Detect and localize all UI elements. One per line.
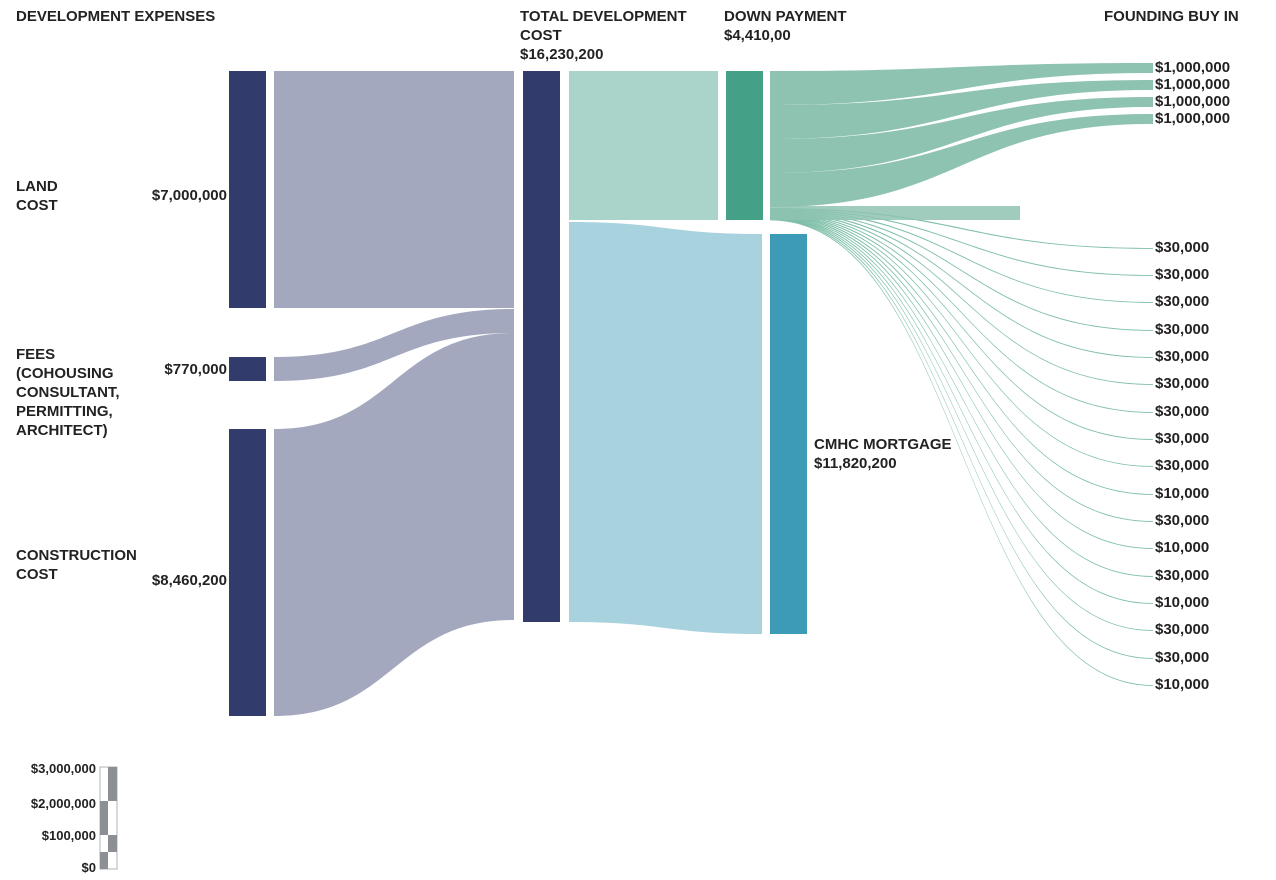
buy-in-label: $30,000 (1155, 293, 1210, 310)
buy-in-label: $30,000 (1155, 239, 1210, 256)
flow-buy-in-small (770, 211, 1153, 385)
flow-buy-in-large (770, 63, 1153, 105)
buy-in-label: $30,000 (1155, 621, 1210, 638)
node-cmhc-mortgage (770, 234, 807, 634)
buy-in-label: $30,000 (1155, 403, 1210, 420)
flow-buy-in-small (770, 209, 1153, 303)
flow-buy-in-small (770, 210, 1153, 358)
scale-block (100, 852, 108, 869)
flow-buy-in-small (770, 217, 1153, 631)
flow-buy-in-small (770, 216, 1153, 577)
scale-label: $0 (81, 860, 96, 875)
header-total-development-cost-value: $16,230,200 (520, 46, 604, 63)
node-construction-cost (229, 429, 266, 716)
scale-block (108, 835, 117, 852)
buy-in-label: $10,000 (1155, 594, 1210, 611)
flow-total-to-mortgage (569, 222, 762, 634)
buy-in-label: $1,000,000 (1155, 110, 1231, 127)
buy-in-label: $1,000,000 (1155, 76, 1231, 93)
expense-construction-label-line: CONSTRUCTION (16, 547, 137, 564)
expense-fees-label-line: (COHOUSING (16, 365, 114, 382)
expense-fees-label-line: PERMITTING, (16, 403, 113, 420)
flow-buy-in-small (770, 214, 1153, 495)
mortgage-label: CMHC MORTGAGE $11,820,200 (814, 435, 952, 473)
header-total-development-cost-title: TOTAL DEVELOPMENT COST (520, 8, 687, 44)
flow-buy-in-small (770, 212, 1153, 413)
buy-in-label: $10,000 (1155, 485, 1210, 502)
buy-in-label: $1,000,000 (1155, 59, 1231, 76)
flow-total-to-down-payment (569, 71, 718, 220)
scale-block (108, 767, 117, 801)
buy-in-label: $30,000 (1155, 512, 1210, 529)
scale-label: $3,000,000 (30, 761, 96, 776)
flow-buy-in-small-bundle (770, 206, 1020, 220)
header-development-expenses: DEVELOPMENT EXPENSES (16, 8, 216, 25)
flow-construction-to-total (274, 333, 514, 716)
flow-buy-in-small (770, 218, 1153, 659)
node-total-development-cost (523, 71, 560, 622)
buy-in-label: $30,000 (1155, 266, 1210, 283)
expense-fees-label-line: ARCHITECT) (16, 422, 108, 439)
buy-in-label: $10,000 (1155, 676, 1210, 693)
header-total-development-cost: TOTAL DEVELOPMENT COST $16,230,200 (520, 7, 710, 64)
flow-buy-in-small (770, 208, 1153, 276)
mortgage-label-value: $11,820,200 (814, 455, 897, 472)
flow-buy-in-small (770, 217, 1153, 604)
flow-buy-in-small (770, 215, 1153, 549)
expense-construction-label: CONSTRUCTION COST (16, 546, 137, 584)
buy-in-label: $10,000 (1155, 539, 1210, 556)
node-fees (229, 357, 266, 381)
flow-fees-to-total (274, 309, 514, 381)
expense-fees-value: $770,000 (164, 361, 227, 378)
mortgage-label-title: CMHC MORTGAGE (814, 436, 952, 453)
flow-buy-in-small (770, 208, 1153, 249)
expense-fees-label-line: FEES (16, 346, 56, 363)
header-down-payment-value: $4,410,00 (724, 27, 791, 44)
expense-land-label-line: COST (16, 197, 58, 214)
buy-in-label: $30,000 (1155, 375, 1210, 392)
expense-land-value: $7,000,000 (151, 187, 227, 204)
buy-in-label: $30,000 (1155, 567, 1210, 584)
expense-fees-label: FEES (COHOUSING CONSULTANT, PERMITTING, … (16, 345, 120, 440)
header-down-payment-title: DOWN PAYMENT (724, 8, 847, 25)
buy-in-label: $1,000,000 (1155, 93, 1231, 110)
flow-buy-in-small (770, 219, 1153, 686)
flow-buy-in-small (770, 210, 1153, 331)
flow-buy-in-small (770, 215, 1153, 522)
flow-buy-in-small (770, 212, 1153, 440)
header-founding-buy-in: FOUNDING BUY IN (1104, 8, 1239, 25)
header-down-payment: DOWN PAYMENT $4,410,00 (724, 7, 847, 45)
flow-buy-in-small (770, 213, 1153, 467)
expense-construction-value: $8,460,200 (151, 572, 227, 589)
node-down-payment (726, 71, 763, 220)
buy-in-label: $30,000 (1155, 348, 1210, 365)
flow-buy-in-large (770, 114, 1153, 207)
expense-fees-label-line: CONSULTANT, (16, 384, 120, 401)
expense-land-label-line: LAND (16, 178, 58, 195)
node-land-cost (229, 71, 266, 308)
flow-land-to-total (274, 71, 514, 308)
flow-buy-in-large (770, 80, 1153, 139)
expense-land-label: LAND COST (16, 177, 58, 215)
buy-in-label: $30,000 (1155, 430, 1210, 447)
buy-in-label: $30,000 (1155, 457, 1210, 474)
flow-buy-in-large (770, 97, 1153, 173)
scale-block (100, 801, 108, 835)
scale-label: $100,000 (41, 828, 96, 843)
buy-in-label: $30,000 (1155, 321, 1210, 338)
scale-label: $2,000,000 (30, 796, 96, 811)
buy-in-label: $30,000 (1155, 649, 1210, 666)
expense-construction-label-line: COST (16, 566, 58, 583)
